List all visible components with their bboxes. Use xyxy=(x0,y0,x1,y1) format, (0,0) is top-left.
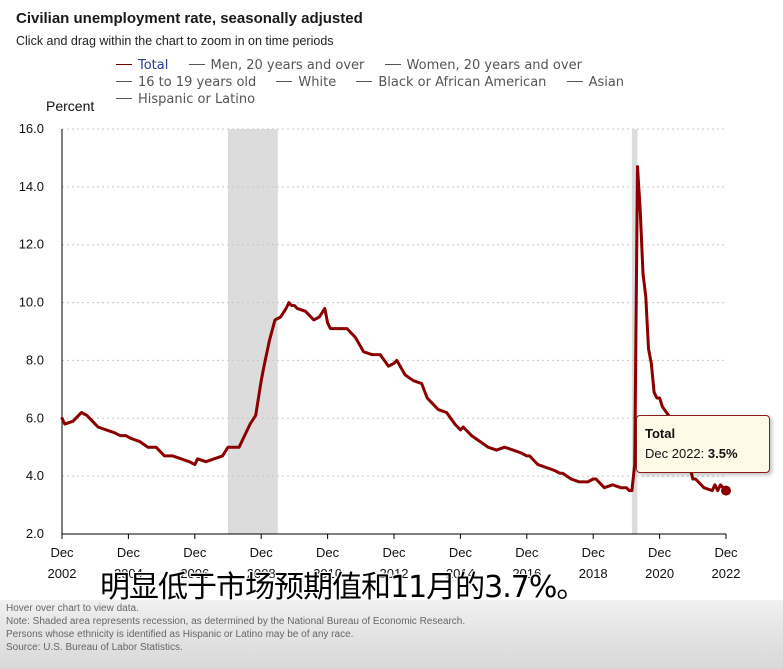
y-tick-label: 4.0 xyxy=(26,468,44,483)
legend-item-hispanic[interactable]: Hispanic or Latino xyxy=(116,92,255,107)
x-tick-year-label: 2018 xyxy=(579,566,608,581)
legend-item-black[interactable]: Black or African American xyxy=(356,75,546,90)
tooltip: Total Dec 2022: 3.5% xyxy=(636,415,770,473)
x-tick-year-label: 2012 xyxy=(380,566,409,581)
y-tick-label: 16.0 xyxy=(19,121,44,136)
plot-area[interactable]: 2.0 4.0 6.0 8.0 10.0 12.0 14.0 16.0 Dec 2002 Dec 20… xyxy=(0,0,783,600)
legend-item-total[interactable]: Total xyxy=(116,58,168,73)
tooltip-label: Dec 2022: xyxy=(645,446,708,461)
x-tick-label: Dec xyxy=(50,545,74,560)
legend-label: Black or African American xyxy=(378,75,547,90)
x-tick-year-label: 2022 xyxy=(712,566,741,581)
chart-subtitle: Click and drag within the chart to zoom … xyxy=(16,34,334,48)
y-axis-title: Percent xyxy=(46,98,95,114)
legend-label: Hispanic or Latino xyxy=(138,92,256,107)
legend-swatch xyxy=(188,64,205,65)
x-tick-label: Dec xyxy=(183,545,207,560)
recession-note: Note: Shaded area represents recession, … xyxy=(6,616,466,627)
x-tick-year-label: 2002 xyxy=(48,566,77,581)
x-tick-label: Dec xyxy=(382,545,406,560)
y-tick-label: 2.0 xyxy=(26,526,44,541)
legend-row: Total Men, 20 years and over Women, 20 y… xyxy=(116,58,676,75)
tooltip-body: Dec 2022: 3.5% xyxy=(645,446,738,461)
legend-swatch xyxy=(116,98,132,99)
source-note: Source: U.S. Bureau of Labor Statistics. xyxy=(6,642,183,653)
x-tick-label: Dec xyxy=(714,545,738,560)
legend-item-teens[interactable]: 16 to 19 years old xyxy=(116,75,256,90)
x-tick-label: Dec xyxy=(582,545,606,560)
legend-label: 16 to 19 years old xyxy=(138,75,257,90)
legend-label: Men, 20 years and over xyxy=(210,58,365,73)
legend-label: White xyxy=(298,75,337,90)
legend-row: Hispanic or Latino xyxy=(116,92,676,109)
legend-row: 16 to 19 years old White Black or Africa… xyxy=(116,75,676,92)
legend-label: Total xyxy=(138,58,169,73)
highlight-point xyxy=(721,485,731,496)
legend-swatch xyxy=(566,81,583,82)
x-tick-year-label: 2010 xyxy=(313,566,342,581)
legend-swatch xyxy=(356,81,373,82)
recession-band xyxy=(228,129,278,534)
x-tick-year-label: 2020 xyxy=(645,566,674,581)
x-tick-year-label: 2014 xyxy=(446,566,475,581)
series-line-total xyxy=(60,165,728,493)
chart-title: Civilian unemployment rate, seasonally a… xyxy=(16,10,363,27)
y-tick-label: 14.0 xyxy=(19,179,44,194)
x-tick-year-label: 2008 xyxy=(247,566,276,581)
x-tick-year-label: 2016 xyxy=(512,566,541,581)
legend-item-women[interactable]: Women, 20 years and over xyxy=(384,58,582,73)
footer: Hover over chart to view data. Note: Sha… xyxy=(0,600,783,669)
legend-label: Asian xyxy=(588,75,625,90)
tooltip-title: Total xyxy=(645,426,676,441)
legend-label: Women, 20 years and over xyxy=(406,58,582,73)
legend-swatch xyxy=(384,64,401,65)
y-tick-label: 12.0 xyxy=(19,237,44,252)
x-tick-label: Dec xyxy=(515,545,539,560)
x-tick-label: Dec xyxy=(316,545,340,560)
y-tick-label: 8.0 xyxy=(26,352,44,367)
x-tick-label: Dec xyxy=(250,545,274,560)
tooltip-value: 3.5% xyxy=(707,446,738,461)
x-tick-year-label: 2006 xyxy=(180,566,209,581)
legend-item-men[interactable]: Men, 20 years and over xyxy=(188,58,365,73)
video-subtitle: 明显低于市场预期值和11月的3.7%。 xyxy=(100,570,586,605)
y-tick-label: 6.0 xyxy=(26,410,44,425)
hover-hint: Hover over chart to view data. xyxy=(6,603,139,614)
x-tick-year-label: 2004 xyxy=(114,566,143,581)
legend-swatch xyxy=(116,64,132,65)
ethnicity-note: Persons whose ethnicity is identified as… xyxy=(6,629,354,640)
chart-panel[interactable]: Civilian unemployment rate, seasonally a… xyxy=(0,0,783,605)
x-tick-label: Dec xyxy=(117,545,141,560)
legend-swatch xyxy=(276,81,293,82)
x-tick-label: Dec xyxy=(648,545,672,560)
legend: Total Men, 20 years and over Women, 20 y… xyxy=(116,58,676,109)
x-tick-label: Dec xyxy=(449,545,473,560)
legend-item-asian[interactable]: Asian xyxy=(566,75,625,90)
legend-swatch xyxy=(116,81,132,82)
y-tick-label: 10.0 xyxy=(19,295,44,310)
legend-item-white[interactable]: White xyxy=(276,75,336,90)
